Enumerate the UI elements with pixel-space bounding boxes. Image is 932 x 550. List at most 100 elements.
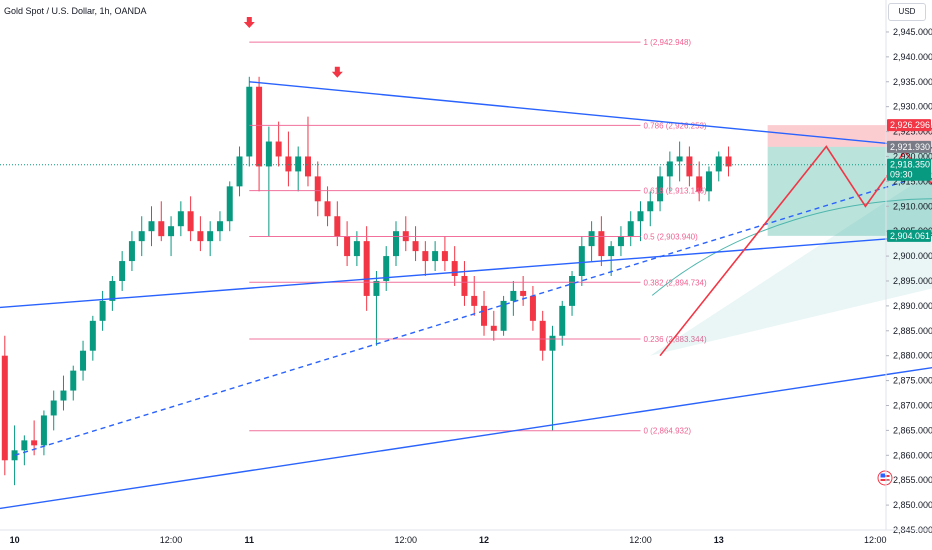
candle-body bbox=[501, 301, 507, 331]
candle[interactable] bbox=[628, 211, 634, 246]
candle[interactable] bbox=[432, 241, 438, 271]
candle[interactable] bbox=[618, 226, 624, 256]
candle[interactable] bbox=[726, 147, 732, 177]
price-tick-label: 2,865.000 bbox=[893, 425, 932, 435]
candle-body bbox=[285, 156, 291, 171]
candle[interactable] bbox=[383, 246, 389, 291]
candle[interactable] bbox=[325, 186, 331, 226]
candle-body bbox=[589, 231, 595, 246]
candle[interactable] bbox=[393, 221, 399, 266]
candle[interactable] bbox=[178, 201, 184, 236]
candle[interactable] bbox=[51, 391, 57, 431]
candle[interactable] bbox=[540, 311, 546, 361]
candle[interactable] bbox=[276, 122, 282, 167]
candle-body bbox=[481, 306, 487, 326]
candle[interactable] bbox=[413, 226, 419, 261]
candle-body bbox=[80, 351, 86, 371]
candle[interactable] bbox=[80, 341, 86, 381]
candle-body bbox=[716, 156, 722, 171]
candle[interactable] bbox=[315, 161, 321, 216]
candle[interactable] bbox=[598, 216, 604, 266]
candle[interactable] bbox=[109, 276, 115, 311]
candle-body bbox=[295, 156, 301, 171]
price-tick-label: 2,900.000 bbox=[893, 251, 932, 261]
candle[interactable] bbox=[442, 236, 448, 271]
candle-body bbox=[305, 156, 311, 176]
candle[interactable] bbox=[246, 77, 252, 167]
price-tick-label: 2,945.000 bbox=[893, 27, 932, 37]
candle[interactable] bbox=[227, 181, 233, 231]
candle[interactable] bbox=[608, 241, 614, 276]
candle[interactable] bbox=[119, 251, 125, 291]
candle[interactable] bbox=[706, 166, 712, 201]
candle-body bbox=[246, 87, 252, 157]
candle[interactable] bbox=[256, 77, 262, 192]
candle[interactable] bbox=[520, 276, 526, 306]
candle[interactable] bbox=[2, 336, 8, 475]
price-tick-label: 2,870.000 bbox=[893, 400, 932, 410]
candle[interactable] bbox=[21, 435, 27, 465]
event-marker-ring bbox=[878, 471, 892, 485]
candle[interactable] bbox=[344, 221, 350, 266]
candle[interactable] bbox=[158, 201, 164, 241]
candle[interactable] bbox=[90, 316, 96, 361]
candle[interactable] bbox=[579, 236, 585, 286]
candle[interactable] bbox=[100, 291, 106, 331]
candle[interactable] bbox=[60, 376, 66, 411]
candle[interactable] bbox=[686, 147, 692, 187]
candle[interactable] bbox=[501, 296, 507, 336]
candle-body bbox=[51, 401, 57, 416]
chart-title: Gold Spot / U.S. Dollar, 1h, OANDA bbox=[4, 6, 147, 16]
fib-level-label: 0 (2,864.932) bbox=[644, 427, 692, 436]
candle[interactable] bbox=[285, 132, 291, 187]
candle[interactable] bbox=[589, 221, 595, 261]
candle-body bbox=[21, 440, 27, 450]
plot-area[interactable] bbox=[2, 77, 732, 485]
candle-body bbox=[393, 231, 399, 256]
us-flag-icon[interactable] bbox=[878, 471, 892, 485]
candle[interactable] bbox=[569, 271, 575, 316]
candle[interactable] bbox=[334, 201, 340, 246]
candle[interactable] bbox=[197, 216, 203, 251]
candle[interactable] bbox=[491, 311, 497, 341]
candle[interactable] bbox=[647, 191, 653, 226]
candle[interactable] bbox=[530, 286, 536, 331]
candle[interactable] bbox=[403, 216, 409, 251]
arrow-down-icon bbox=[244, 17, 255, 28]
candle[interactable] bbox=[139, 216, 145, 256]
candle[interactable] bbox=[168, 216, 174, 256]
candle[interactable] bbox=[295, 147, 301, 192]
time-tick-label: 12:00 bbox=[629, 535, 652, 545]
candle[interactable] bbox=[237, 147, 243, 197]
candle[interactable] bbox=[188, 196, 194, 241]
candle[interactable] bbox=[305, 117, 311, 187]
candle[interactable] bbox=[549, 326, 555, 431]
trendline[interactable] bbox=[0, 301, 932, 515]
candle[interactable] bbox=[217, 211, 223, 241]
currency-button[interactable]: USD bbox=[888, 3, 926, 21]
candle[interactable] bbox=[461, 261, 467, 306]
candle[interactable] bbox=[667, 151, 673, 191]
candle[interactable] bbox=[510, 281, 516, 316]
candle[interactable] bbox=[422, 241, 428, 276]
price-tick-label: 2,875.000 bbox=[893, 376, 932, 386]
candle[interactable] bbox=[677, 142, 683, 182]
candle[interactable] bbox=[266, 127, 272, 237]
price-tick-label: 2,910.000 bbox=[893, 201, 932, 211]
candle[interactable] bbox=[41, 410, 47, 455]
candle[interactable] bbox=[70, 366, 76, 401]
candle[interactable] bbox=[716, 151, 722, 181]
candle[interactable] bbox=[129, 231, 135, 271]
candle[interactable] bbox=[452, 246, 458, 286]
candle-body bbox=[618, 236, 624, 246]
candle[interactable] bbox=[149, 206, 155, 246]
candle-body bbox=[100, 301, 106, 321]
candle[interactable] bbox=[207, 221, 213, 256]
candle-body bbox=[158, 221, 164, 236]
candle[interactable] bbox=[481, 291, 487, 336]
candle[interactable] bbox=[364, 226, 370, 311]
candle-body bbox=[276, 142, 282, 157]
candle-body bbox=[90, 321, 96, 351]
